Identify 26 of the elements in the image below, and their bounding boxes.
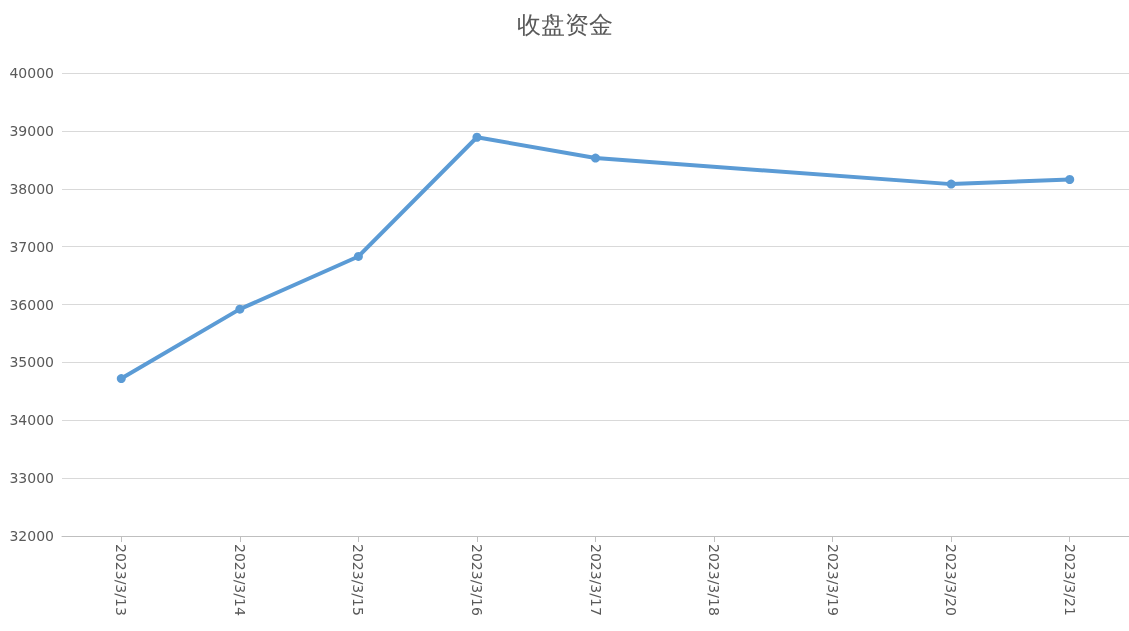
point [472, 132, 482, 142]
x-tick-label: 2023/3/19 [824, 544, 841, 616]
x-tick-label: 2023/3/13 [113, 544, 130, 616]
x-tick-label: 2023/3/17 [587, 544, 604, 616]
x-tick-label: 2023/3/21 [1061, 544, 1078, 616]
x-tick-label: 2023/3/14 [231, 544, 248, 616]
chart-title: 收盘资金 [516, 11, 613, 39]
y-tick-label: 39000 [9, 122, 54, 139]
y-tick-label: 33000 [9, 470, 54, 487]
x-tick-label: 2023/3/15 [350, 544, 367, 616]
y-tick-label: 40000 [9, 65, 54, 81]
y-tick-label: 35000 [9, 354, 54, 371]
y-tick-label: 38000 [9, 180, 54, 197]
y-tick-label: 34000 [9, 412, 54, 429]
point [591, 153, 600, 163]
point [235, 304, 245, 314]
point [946, 179, 956, 189]
y-tick-label: 36000 [9, 296, 54, 313]
y-tick-label: 37000 [9, 238, 54, 255]
y-tick-label: 32000 [9, 528, 54, 544]
point [1065, 174, 1075, 184]
point [353, 251, 363, 261]
point [116, 374, 126, 384]
x-tick-label: 2023/3/20 [943, 544, 960, 616]
x-tick-label: 2023/3/18 [706, 544, 723, 616]
x-tick-label: 2023/3/16 [468, 544, 485, 616]
